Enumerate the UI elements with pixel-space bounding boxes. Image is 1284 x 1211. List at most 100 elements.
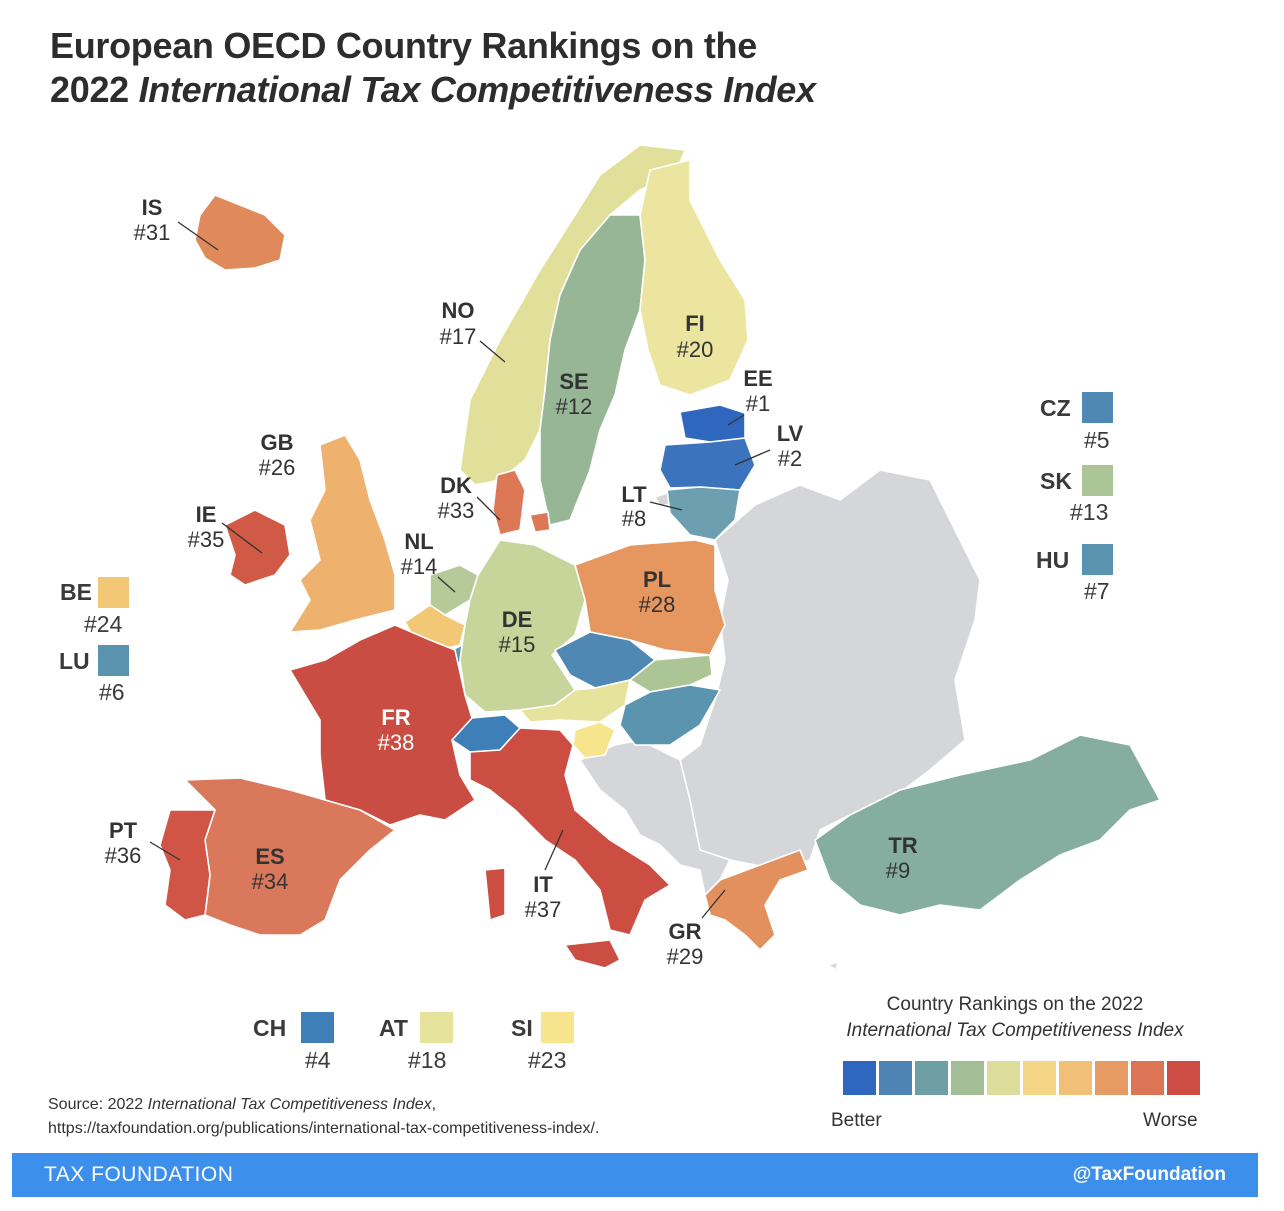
inset-code-ch: CH [253,1015,286,1041]
legend-color-scale [843,1061,1200,1095]
country-shapes [159,144,1161,969]
label-code-ee: EE [743,366,772,391]
label-rank-no: #17 [440,324,477,349]
country-latvia [659,437,756,491]
inset-rank-lu: #6 [99,679,125,705]
label-code-se: SE [559,369,588,394]
label-code-no: NO [442,298,475,323]
inset-swatch-be [98,577,129,608]
inset-code-cz: CZ [1040,395,1071,421]
label-code-gb: GB [261,430,294,455]
inset-code-si: SI [511,1015,533,1041]
label-rank-pl: #28 [639,592,676,617]
legend-low-label: Better [831,1110,882,1131]
label-rank-de: #15 [499,632,536,657]
leader-is [177,221,219,251]
source-url: https://taxfoundation.org/publications/i… [48,1120,600,1137]
leader-it [544,829,564,871]
label-rank-it: #37 [525,897,562,922]
non-oecd-cyprus [827,961,839,971]
label-rank-nl: #14 [401,554,438,579]
legend-swatch-5 [987,1061,1020,1095]
leader-gr [701,889,726,919]
inset-swatch-ch [301,1012,334,1043]
legend-title-line-2: International Tax Competitiveness Index [846,1020,1184,1041]
country-italy [469,727,671,936]
inset-swatch-lu [98,645,129,676]
country-denmark [492,469,526,536]
label-code-es: ES [255,844,284,869]
leader-lv [734,449,771,466]
leader-ie [221,522,263,554]
label-code-tr: TR [888,833,917,858]
legend-swatch-2 [879,1061,912,1095]
country-estonia [679,404,746,443]
leader-ee [727,414,745,426]
country-denmark-islands [529,511,551,533]
legend-swatch-4 [951,1061,984,1095]
leader-lines [149,221,771,919]
title-line-2-prefix: 2022 [50,69,139,110]
label-rank-lt: #8 [622,506,646,531]
country-ireland [224,509,291,586]
label-code-dk: DK [440,473,472,498]
leader-no [479,340,506,363]
legend-swatch-6 [1023,1061,1056,1095]
source-italic: International Tax Competitiveness Index [147,1096,432,1113]
inset-swatch-at [420,1012,453,1043]
legend-swatch-7 [1059,1061,1092,1095]
label-code-lt: LT [621,482,647,507]
chart-title: European OECD Country Rankings on the 20… [50,24,816,112]
title-line-2-italic: International Tax Competitiveness Index [138,69,816,110]
legend-swatch-10 [1167,1061,1200,1095]
country-hungary [619,684,721,746]
legend-swatch-3 [915,1061,948,1095]
country-turkey [814,734,1161,916]
label-code-gr: GR [669,919,702,944]
leader-lt [649,501,683,511]
inset-labels: CZ #5 SK #13 HU #7 BE #24 LU #6 CH #4 AT… [59,392,1113,1073]
inset-code-lu: LU [59,648,90,674]
inset-rank-cz: #5 [1084,427,1110,453]
label-code-ie: IE [196,502,217,527]
country-austria [519,679,631,723]
label-rank-ee: #1 [746,391,770,416]
country-sweden [539,214,646,526]
country-poland [574,539,726,656]
legend-swatch-1 [843,1061,876,1095]
country-italy-sicily [564,939,621,969]
inset-code-at: AT [379,1015,408,1041]
country-greece [704,849,809,951]
legend-title-line-1: Country Rankings on the 2022 [886,994,1144,1015]
label-rank-fr: #38 [378,730,415,755]
country-norway [459,144,686,486]
country-great-britain [289,434,396,633]
legend-title: Country Rankings on the 2022 Internation… [810,992,1220,1044]
label-rank-tr: #9 [886,858,910,883]
label-code-fi: FI [685,311,705,336]
label-code-is: IS [142,195,163,220]
label-code-lv: LV [777,421,804,446]
label-rank-is: #31 [134,220,171,245]
footer-handle[interactable]: @TaxFoundation [1072,1164,1226,1185]
label-code-it: IT [533,872,553,897]
source-note: Source: 2022 International Tax Competiti… [48,1093,599,1141]
inset-code-be: BE [60,579,92,605]
label-rank-ie: #35 [188,527,225,552]
inset-rank-sk: #13 [1070,499,1108,525]
leader-dk [476,496,501,521]
inset-rank-be: #24 [84,611,123,637]
inset-rank-at: #18 [408,1047,446,1073]
country-lithuania [666,486,741,541]
inset-rank-ch: #4 [305,1047,331,1073]
label-rank-pt: #36 [105,843,142,868]
country-finland [639,159,749,396]
inset-swatch-si [541,1012,574,1043]
source-suffix: , [431,1096,437,1113]
leader-pt [149,841,181,861]
leader-nl [437,576,456,593]
legend-high-label: Worse [1143,1110,1198,1131]
label-rank-lv: #2 [778,446,802,471]
inset-code-hu: HU [1036,547,1069,573]
